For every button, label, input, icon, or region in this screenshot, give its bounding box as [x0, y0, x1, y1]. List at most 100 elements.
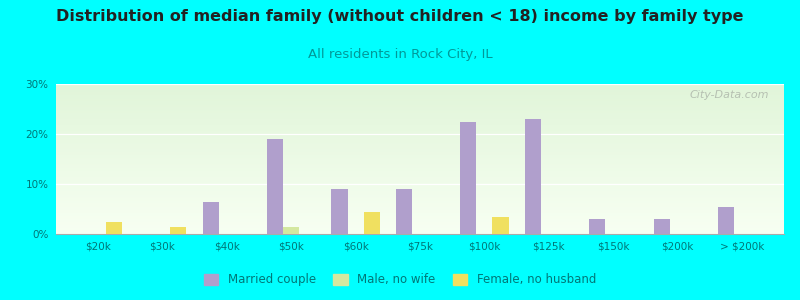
Bar [56, 216, 784, 218]
Bar [56, 183, 784, 184]
Bar [56, 214, 784, 216]
Bar [56, 188, 784, 189]
Bar [56, 122, 784, 123]
Bar [56, 222, 784, 224]
Bar [56, 98, 784, 99]
Bar [56, 140, 784, 141]
Bar [56, 126, 784, 128]
Bar [267, 139, 283, 234]
Bar [56, 150, 784, 152]
Text: All residents in Rock City, IL: All residents in Rock City, IL [308, 48, 492, 61]
Bar [56, 178, 784, 180]
Bar [56, 230, 784, 231]
Bar [56, 112, 784, 114]
Bar [56, 184, 784, 186]
Bar [56, 165, 784, 166]
Bar [56, 117, 784, 118]
Bar [56, 152, 784, 153]
Bar [56, 172, 784, 174]
Bar [56, 85, 784, 87]
Bar [170, 226, 186, 234]
Bar [56, 198, 784, 200]
Bar [56, 210, 784, 212]
Bar [56, 114, 784, 116]
Bar [56, 171, 784, 172]
Bar [56, 190, 784, 192]
Bar [56, 132, 784, 134]
Bar [56, 111, 784, 112]
Bar [56, 160, 784, 162]
Bar [56, 195, 784, 196]
Bar [56, 176, 784, 177]
Bar [56, 180, 784, 182]
Bar [56, 174, 784, 176]
Bar [56, 135, 784, 136]
Bar [56, 100, 784, 102]
Bar [56, 201, 784, 202]
Bar [56, 147, 784, 148]
Bar [56, 153, 784, 154]
Bar [56, 186, 784, 188]
Bar [56, 138, 784, 140]
Bar [460, 122, 476, 234]
Bar [56, 232, 784, 234]
Bar [56, 128, 784, 129]
Bar [56, 208, 784, 210]
Bar [56, 96, 784, 98]
Bar [56, 92, 784, 93]
Bar [56, 87, 784, 88]
Bar [56, 204, 784, 206]
Bar [283, 226, 299, 234]
Bar [56, 116, 784, 117]
Bar [56, 226, 784, 228]
Bar [56, 212, 784, 213]
Bar [56, 192, 784, 194]
Bar [396, 189, 412, 234]
Bar [56, 120, 784, 122]
Bar [56, 103, 784, 105]
Bar [331, 189, 347, 234]
Bar [56, 231, 784, 232]
Bar [56, 194, 784, 195]
Bar [589, 219, 606, 234]
Bar [56, 106, 784, 108]
Bar [56, 146, 784, 147]
Bar [56, 108, 784, 110]
Bar [56, 182, 784, 183]
Bar [56, 88, 784, 90]
Bar [56, 99, 784, 100]
Bar [56, 90, 784, 92]
Bar [56, 189, 784, 190]
Bar [56, 177, 784, 178]
Bar [56, 141, 784, 142]
Bar [56, 94, 784, 96]
Bar [56, 219, 784, 220]
Bar [56, 142, 784, 144]
Bar [56, 158, 784, 159]
Bar [654, 219, 670, 234]
Bar [56, 105, 784, 106]
Bar [202, 202, 218, 234]
Bar [56, 220, 784, 222]
Bar [56, 110, 784, 111]
Bar [56, 124, 784, 126]
Bar [56, 154, 784, 156]
Bar [56, 202, 784, 204]
Bar [56, 156, 784, 158]
Bar [56, 207, 784, 208]
Text: City-Data.com: City-Data.com [690, 90, 770, 100]
Bar [56, 129, 784, 130]
Bar [56, 130, 784, 132]
Bar [364, 212, 380, 234]
Bar [56, 144, 784, 146]
Bar [493, 217, 509, 234]
Bar [56, 206, 784, 207]
Bar [56, 93, 784, 94]
Bar [56, 102, 784, 104]
Bar [56, 225, 784, 226]
Bar [718, 206, 734, 234]
Bar [56, 159, 784, 160]
Bar [106, 221, 122, 234]
Bar [56, 169, 784, 171]
Bar [56, 168, 784, 170]
